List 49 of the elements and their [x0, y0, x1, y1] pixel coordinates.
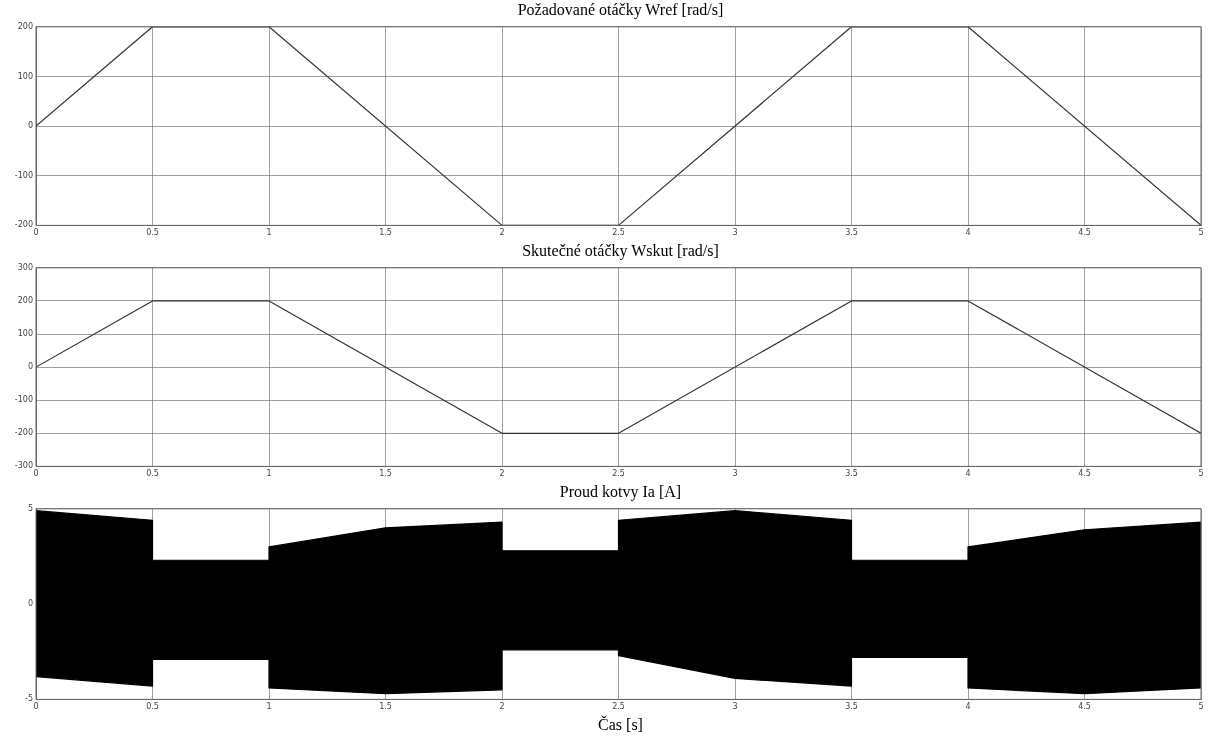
y-tick-label: -5	[25, 694, 33, 704]
x-tick-label: 1.5	[379, 469, 392, 479]
y-tick-label: 200	[17, 295, 33, 305]
x-tick-label: 3	[732, 228, 738, 238]
x-tick-label: 3.5	[845, 469, 858, 479]
y-tick-label: 300	[17, 262, 33, 272]
x-tick-label: 2.5	[612, 469, 625, 479]
x-tick-label: 3	[732, 702, 738, 712]
x-tick-label: 2	[499, 702, 505, 712]
chart-title: Skutečné otáčky Wskut [rad/s]	[521, 241, 720, 260]
x-tick-label: 5	[1198, 469, 1204, 479]
y-tick-label: -200	[14, 428, 33, 438]
x-tick-label: 2.5	[612, 702, 625, 712]
x-tick-label: 1	[266, 469, 272, 479]
x-tick-label: 0.5	[146, 702, 159, 712]
x-tick-label: 2.5	[612, 228, 625, 238]
y-tick-label: -300	[14, 461, 33, 471]
x-tick-label: 4.5	[1078, 228, 1091, 238]
x-tick-label: 4	[965, 228, 971, 238]
x-tick-label: 5	[1198, 228, 1204, 238]
x-tick-label: 2	[499, 228, 505, 238]
y-tick-label: 0	[27, 362, 33, 372]
chart-title: Proud kotvy Ia [A]	[558, 482, 683, 501]
y-tick-label: 200	[17, 21, 33, 31]
chart-title: Požadované otáčky Wref [rad/s]	[516, 0, 725, 19]
x-tick-label: 1.5	[379, 228, 392, 238]
x-tick-label: 3.5	[845, 228, 858, 238]
x-tick-label: 4.5	[1078, 702, 1091, 712]
x-tick-label: 1.5	[379, 702, 392, 712]
y-tick-label: -200	[14, 220, 33, 230]
y-tick-label: 5	[27, 503, 33, 513]
x-tick-label: 2	[499, 469, 505, 479]
y-tick-label: 100	[17, 329, 33, 339]
x-tick-label: 4	[965, 469, 971, 479]
x-tick-label: 4.5	[1078, 469, 1091, 479]
y-tick-label: -100	[14, 170, 33, 180]
y-tick-label: 0	[27, 121, 33, 131]
y-tick-label: -100	[14, 395, 33, 405]
x-tick-label: 3	[732, 469, 738, 479]
x-tick-label: 4	[965, 702, 971, 712]
x-tick-label: 0.5	[146, 228, 159, 238]
x-tick-label: 0.5	[146, 469, 159, 479]
x-tick-label: 1	[266, 228, 272, 238]
x-tick-label: 3.5	[845, 702, 858, 712]
x-tick-label: 5	[1198, 702, 1204, 712]
x-tick-label: 1	[266, 702, 272, 712]
x-axis-title: Čas [s]	[597, 715, 644, 734]
y-tick-label: 100	[17, 71, 33, 81]
y-tick-label: 0	[27, 599, 33, 609]
